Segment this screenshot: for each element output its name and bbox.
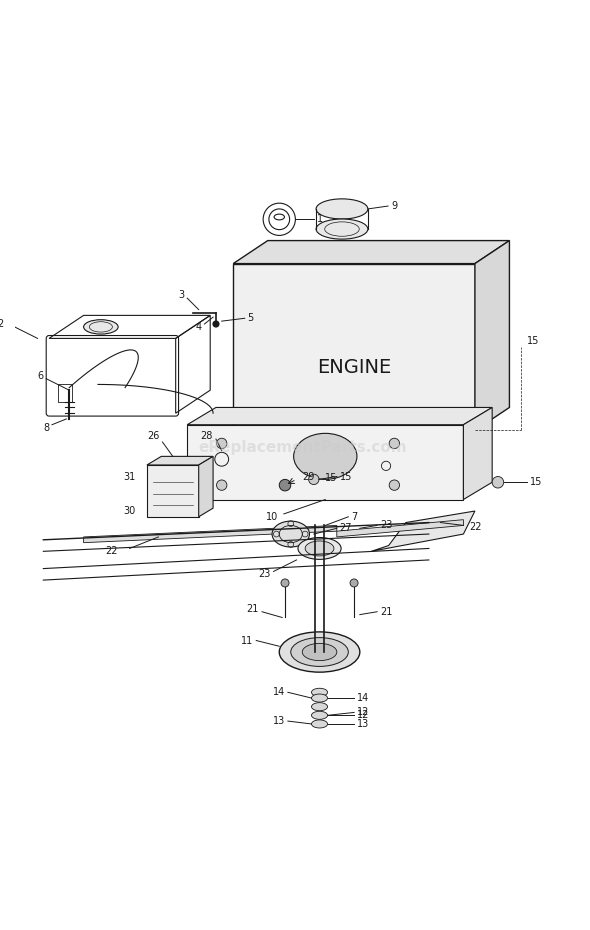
Text: 15: 15 — [527, 337, 539, 346]
Polygon shape — [337, 520, 463, 537]
Text: 23: 23 — [258, 569, 271, 579]
Text: 10: 10 — [266, 512, 278, 522]
Circle shape — [389, 438, 399, 448]
Text: 5: 5 — [248, 313, 254, 324]
Text: 23: 23 — [380, 521, 392, 530]
Polygon shape — [475, 241, 509, 431]
Ellipse shape — [84, 320, 118, 334]
Text: 14: 14 — [273, 687, 285, 698]
Text: 8: 8 — [43, 422, 49, 432]
Text: 12: 12 — [357, 711, 369, 721]
Ellipse shape — [291, 638, 348, 667]
Polygon shape — [233, 241, 509, 263]
Ellipse shape — [312, 720, 327, 728]
Ellipse shape — [312, 711, 327, 719]
Circle shape — [492, 476, 504, 488]
Text: 9: 9 — [391, 201, 397, 211]
Text: eReplacementParts.com: eReplacementParts.com — [198, 440, 407, 456]
Text: 30: 30 — [123, 506, 135, 516]
Text: 7: 7 — [351, 512, 358, 522]
Ellipse shape — [298, 538, 341, 559]
Ellipse shape — [272, 521, 310, 547]
Circle shape — [389, 480, 399, 490]
Circle shape — [213, 321, 219, 326]
Polygon shape — [84, 525, 337, 543]
Bar — [147, 465, 199, 517]
Circle shape — [217, 438, 227, 448]
Bar — [58, 384, 72, 402]
Text: 28: 28 — [201, 432, 213, 441]
Text: 15: 15 — [530, 477, 542, 487]
Ellipse shape — [312, 694, 327, 702]
Ellipse shape — [316, 199, 368, 219]
Text: 12: 12 — [357, 708, 369, 717]
Text: 21: 21 — [247, 604, 259, 614]
Text: 2: 2 — [0, 319, 4, 329]
Circle shape — [309, 474, 319, 485]
Text: ENGINE: ENGINE — [317, 357, 391, 377]
Text: 1: 1 — [317, 214, 323, 224]
Circle shape — [217, 480, 227, 490]
Polygon shape — [199, 457, 213, 517]
Ellipse shape — [294, 433, 357, 479]
Text: 21: 21 — [380, 606, 392, 617]
Text: 31: 31 — [123, 472, 135, 482]
Text: 4: 4 — [195, 322, 202, 332]
Ellipse shape — [316, 219, 368, 239]
Text: 11: 11 — [241, 635, 253, 645]
Text: 15: 15 — [325, 473, 337, 484]
Bar — [233, 263, 475, 431]
Polygon shape — [147, 457, 213, 465]
Polygon shape — [371, 512, 475, 551]
Text: 13: 13 — [273, 716, 285, 726]
Text: 6: 6 — [37, 371, 43, 380]
Ellipse shape — [302, 644, 337, 660]
Text: 29: 29 — [302, 472, 314, 482]
Polygon shape — [463, 407, 492, 499]
Text: 15: 15 — [340, 472, 352, 482]
Ellipse shape — [312, 688, 327, 697]
Circle shape — [350, 579, 358, 587]
Text: 14: 14 — [357, 693, 369, 703]
Text: 26: 26 — [148, 432, 160, 441]
Circle shape — [279, 479, 291, 491]
Text: 22: 22 — [469, 522, 481, 532]
Polygon shape — [187, 407, 492, 425]
Text: 3: 3 — [178, 290, 184, 300]
Circle shape — [281, 579, 289, 587]
Ellipse shape — [305, 541, 334, 556]
Bar — [187, 425, 463, 499]
Text: 22: 22 — [106, 546, 118, 556]
Text: 13: 13 — [357, 719, 369, 729]
Ellipse shape — [312, 703, 327, 711]
Ellipse shape — [279, 631, 360, 672]
Text: 27: 27 — [340, 524, 352, 533]
